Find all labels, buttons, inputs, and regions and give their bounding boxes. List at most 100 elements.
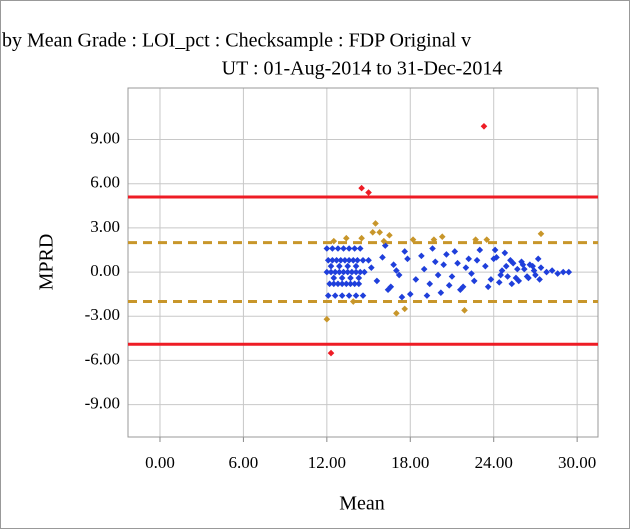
x-tick-label: 6.00 — [229, 453, 259, 472]
data-point — [361, 268, 368, 276]
y-axis-label: MPRD — [36, 234, 58, 291]
y-tick-label: 3.00 — [90, 217, 120, 236]
data-point — [434, 271, 442, 279]
data-point — [468, 270, 475, 277]
y-tick-label: -6.00 — [85, 349, 120, 368]
data-point — [354, 256, 361, 264]
data-point — [341, 256, 349, 264]
data-point — [483, 236, 491, 243]
y-tick-label: -3.00 — [85, 305, 120, 324]
data-point — [432, 258, 439, 266]
data-point — [359, 256, 367, 264]
data-point — [491, 246, 499, 254]
data-point — [324, 292, 332, 299]
data-point — [512, 274, 520, 282]
data-point — [437, 289, 445, 296]
data-point — [498, 267, 506, 274]
x-tick-label: 24.00 — [475, 453, 513, 472]
data-point — [537, 264, 545, 271]
data-point — [393, 267, 400, 274]
data-point — [331, 292, 339, 299]
data-point — [504, 273, 511, 280]
data-point — [461, 307, 468, 314]
data-point — [390, 261, 397, 269]
data-point — [532, 271, 539, 279]
data-point — [355, 274, 363, 282]
data-point — [356, 245, 364, 252]
data-point — [448, 273, 456, 280]
data-point — [372, 220, 379, 227]
data-point — [343, 234, 350, 242]
data-point — [334, 280, 342, 288]
data-point — [347, 274, 354, 282]
data-point — [344, 268, 352, 276]
y-tick-label: -9.00 — [85, 394, 120, 413]
data-point — [507, 256, 514, 264]
data-point — [406, 290, 414, 298]
x-tick-label: 30.00 — [558, 453, 596, 472]
data-point — [352, 262, 360, 270]
data-point — [352, 268, 360, 276]
data-point — [329, 256, 336, 264]
data-point — [358, 234, 365, 242]
data-point — [323, 315, 331, 323]
data-point — [384, 286, 392, 294]
data-point — [356, 268, 364, 276]
data-point — [519, 261, 527, 269]
data-point — [526, 261, 534, 269]
data-point — [459, 283, 467, 291]
data-point — [330, 237, 338, 245]
data-point — [537, 230, 545, 238]
data-point — [514, 265, 521, 273]
data-point — [490, 255, 498, 263]
data-point — [543, 268, 550, 276]
x-tick-label: 0.00 — [145, 453, 175, 472]
data-point — [386, 231, 393, 239]
chart-subtitle: UT : 01-Aug-2014 to 31-Dec-2014 — [222, 58, 503, 80]
data-point — [373, 277, 381, 285]
data-point — [345, 245, 353, 252]
data-point — [351, 245, 358, 252]
data-point — [426, 280, 434, 288]
data-point — [518, 258, 525, 266]
data-point — [330, 274, 338, 282]
data-point — [369, 229, 377, 236]
x-tick-label: 18.00 — [391, 453, 429, 472]
data-point — [473, 256, 481, 264]
data-point — [333, 256, 340, 264]
data-point — [420, 265, 428, 273]
data-point — [440, 261, 447, 269]
data-point — [348, 268, 356, 276]
data-point — [340, 245, 347, 252]
data-point — [345, 256, 353, 264]
data-point — [482, 262, 489, 270]
data-point — [352, 292, 360, 299]
data-point — [355, 280, 363, 288]
data-point — [336, 268, 343, 276]
data-point — [454, 259, 461, 267]
data-point — [326, 280, 333, 288]
data-point — [457, 286, 464, 294]
data-point — [534, 255, 542, 263]
data-point — [480, 122, 488, 130]
data-point — [502, 262, 510, 270]
data-point — [404, 255, 411, 263]
chart-title: by Mean Grade : LOI_pct : Checksample : … — [2, 30, 471, 52]
data-point — [344, 262, 352, 270]
data-point — [323, 268, 331, 276]
data-point — [347, 280, 354, 288]
data-point — [495, 279, 503, 286]
data-point — [365, 256, 372, 264]
data-point — [438, 233, 446, 241]
data-point — [565, 268, 573, 276]
data-point — [349, 298, 357, 305]
data-point — [430, 236, 438, 243]
data-point — [476, 246, 484, 254]
data-point — [445, 282, 453, 289]
data-point — [412, 276, 420, 283]
data-point — [401, 305, 409, 313]
data-point — [395, 271, 403, 279]
data-point — [554, 270, 561, 277]
data-point — [398, 293, 406, 301]
data-point — [423, 292, 431, 299]
